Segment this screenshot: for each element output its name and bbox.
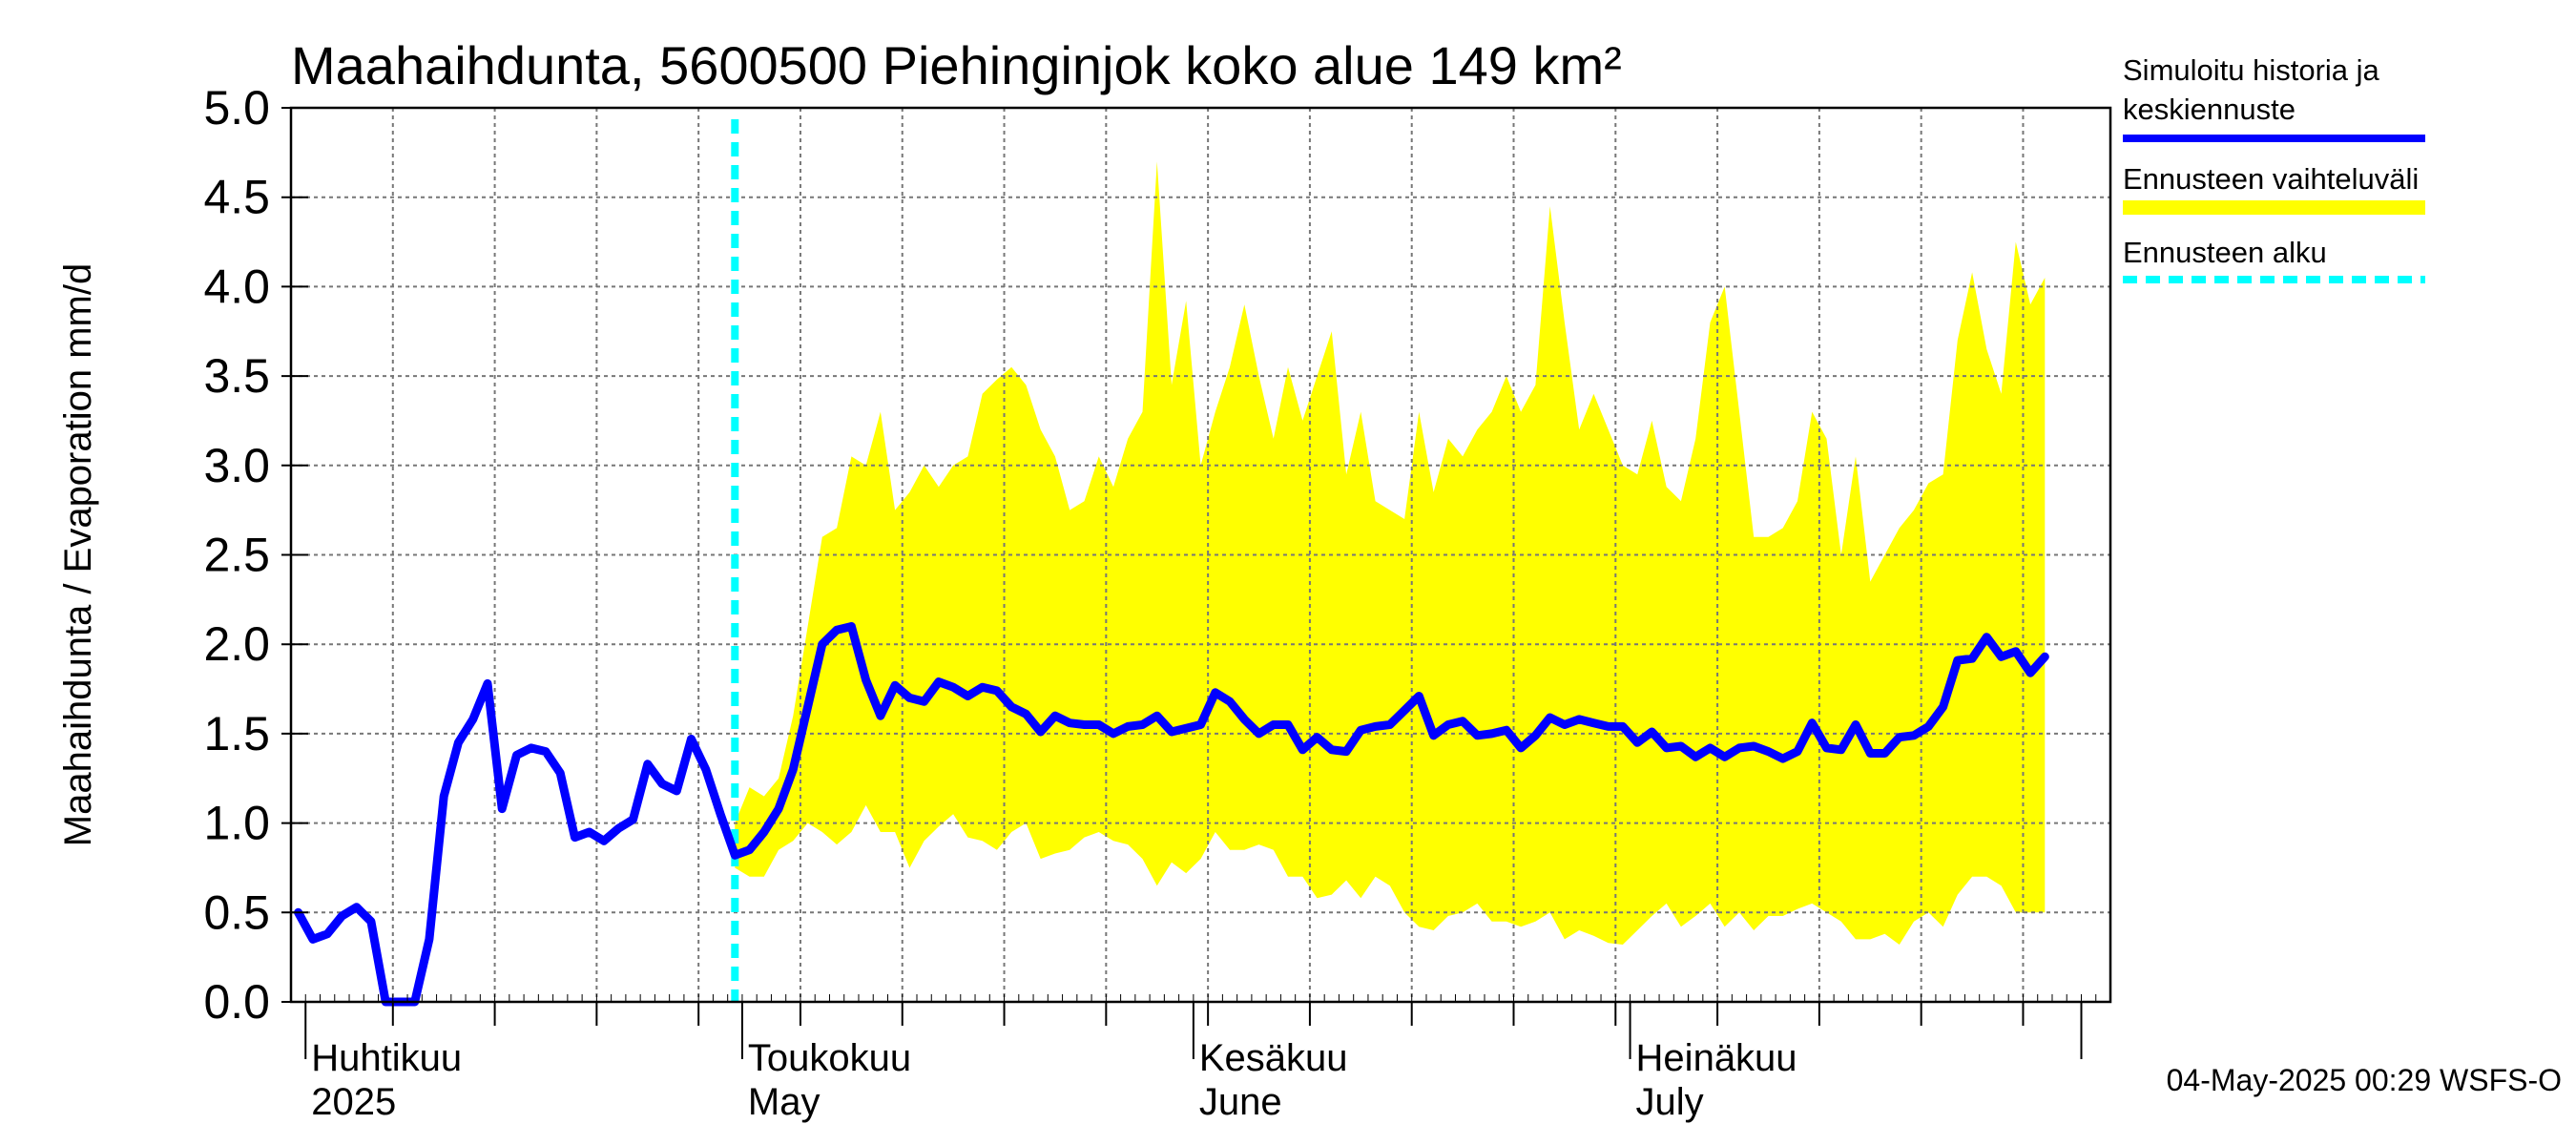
median-line-layer <box>294 119 2049 1007</box>
y-tick-label: 3.0 <box>203 439 270 492</box>
x-month-label: Heinäkuu <box>1636 1037 1797 1079</box>
legend-label: keskiennuste <box>2123 93 2296 126</box>
y-tick-label: 3.5 <box>203 349 270 403</box>
chart-title: Maahaihdunta, 5600500 Piehinginjok koko … <box>291 35 1622 95</box>
plot-frame <box>289 106 2112 1004</box>
legend-label: Simuloitu historia ja <box>2123 53 2380 87</box>
y-tick-label: 2.5 <box>203 529 270 582</box>
y-tick-label: 0.5 <box>203 885 270 939</box>
y-tick-label: 5.0 <box>203 81 270 135</box>
x-year-label: July <box>1636 1081 1704 1123</box>
y-tick-label: 1.5 <box>203 707 270 760</box>
legend-label: Ennusteen alku <box>2123 236 2327 269</box>
x-month-label: Kesäkuu <box>1199 1037 1348 1079</box>
y-axis-label: Maahaihdunta / Evaporation mm/d <box>57 263 99 846</box>
y-tick-label: 0.0 <box>203 975 270 1029</box>
y-tick-label: 1.0 <box>203 797 270 850</box>
y-tick-label: 4.0 <box>203 260 270 313</box>
y-tick-label: 2.0 <box>203 617 270 671</box>
x-month-label: Huhtikuu <box>311 1037 462 1079</box>
legend-swatch-range <box>2123 200 2425 215</box>
axis-layer: 0.0 0.5 1.0 1.5 2.0 2.5 3.0 3.5 4.0 4.5 5.0 Huhtiku… <box>203 81 2112 1123</box>
grid-layer <box>291 108 2110 1002</box>
x-year-label: May <box>748 1081 821 1123</box>
timestamp-footer: 04-May-2025 00:29 WSFS-O <box>2167 1063 2562 1097</box>
x-month-label: Toukokuu <box>748 1037 911 1079</box>
legend-label: Ennusteen vaihteluväli <box>2123 162 2419 196</box>
x-year-label: June <box>1199 1081 1282 1123</box>
legend: Simuloitu historia ja keskiennuste Ennuste… <box>2123 53 2425 283</box>
x-year-label: 2025 <box>311 1081 396 1123</box>
y-tick-label: 4.5 <box>203 171 270 224</box>
median-forecast-line <box>294 622 2049 1007</box>
